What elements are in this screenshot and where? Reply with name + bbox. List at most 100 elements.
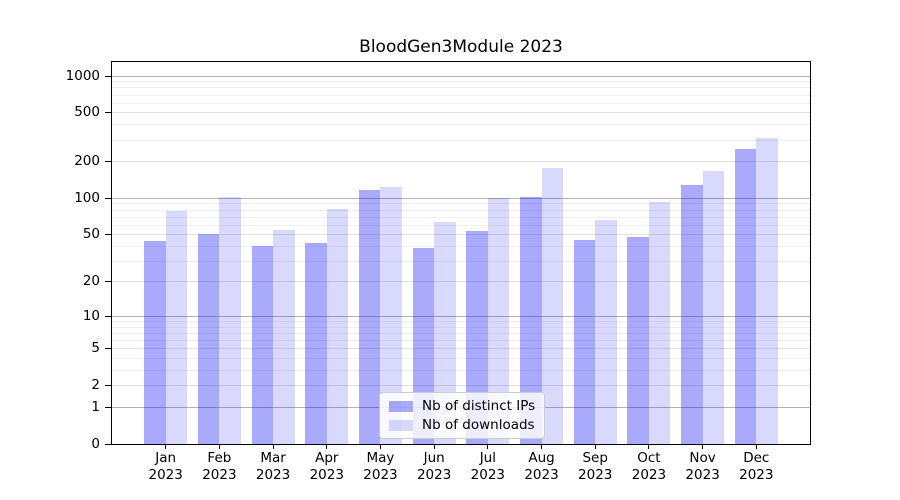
minor-gridline-60 <box>112 224 810 226</box>
minor-gridline-400 <box>112 124 810 126</box>
x-tick-label-nov: Nov 2023 <box>672 450 734 484</box>
bar-nb-of-downloads-dec <box>756 138 778 444</box>
bar-nb-of-distinct-ips-jul <box>466 230 488 444</box>
legend-label-distinct-ips: Nb of distinct IPs <box>422 398 536 414</box>
y-tick-mark-50 <box>105 234 111 236</box>
bar-nb-of-downloads-aug <box>541 168 564 444</box>
bar-nb-of-distinct-ips-apr <box>305 242 327 444</box>
x-tick-label-apr: Apr 2023 <box>296 450 358 484</box>
x-tick-month: Mar <box>260 450 286 466</box>
minor-gridline-4 <box>112 357 810 359</box>
legend-item-distinct-ips: Nb of distinct IPs <box>389 398 535 414</box>
y-tick-label-1000: 1000 <box>65 67 100 84</box>
x-tick-year: 2023 <box>416 467 452 483</box>
bar-nb-of-distinct-ips-feb <box>197 233 220 444</box>
y-tick-label-50: 50 <box>82 226 100 243</box>
gridline-100 <box>112 197 810 199</box>
y-tick-label-10: 10 <box>82 307 100 324</box>
y-tick-mark-5 <box>105 348 111 350</box>
x-tick-year: 2023 <box>363 467 398 483</box>
y-tick-mark-20 <box>105 281 111 283</box>
x-tick-month: Jan <box>155 450 177 466</box>
x-tick-label-feb: Feb 2023 <box>188 450 250 484</box>
x-tick-label-oct: Oct 2023 <box>618 450 680 484</box>
bar-nb-of-distinct-ips-nov <box>681 185 703 444</box>
y-tick-label-200: 200 <box>74 153 100 170</box>
x-tick-mark-apr <box>326 444 328 449</box>
bar-nb-of-downloads-jul <box>487 198 510 444</box>
bar-nb-of-distinct-ips-sep <box>573 240 596 444</box>
bar-nb-of-distinct-ips-aug <box>520 196 542 444</box>
y-tick-label-1: 1 <box>91 398 100 415</box>
x-tick-mark-oct <box>648 444 650 449</box>
gridline-10 <box>112 315 810 317</box>
bar-nb-of-distinct-ips-jan <box>144 241 166 444</box>
y-tick-mark-100 <box>105 197 111 199</box>
x-tick-year: 2023 <box>631 467 667 483</box>
bar-nb-of-downloads-feb <box>219 197 241 444</box>
y-tick-label-100: 100 <box>74 189 100 206</box>
y-tick-mark-1 <box>105 406 111 408</box>
minor-gridline-80 <box>112 209 810 211</box>
minor-gridline-700 <box>112 94 810 96</box>
plot-area <box>111 61 811 445</box>
x-tick-label-jan: Jan 2023 <box>135 450 197 484</box>
bar-nb-of-distinct-ips-may <box>358 189 381 444</box>
x-tick-label-jun: Jun 2023 <box>403 450 465 484</box>
y-tick-mark-1000 <box>105 75 111 77</box>
bar-nb-of-distinct-ips-dec <box>734 149 757 444</box>
bar-nb-of-distinct-ips-mar <box>251 246 274 444</box>
x-tick-year: 2023 <box>309 467 344 483</box>
x-tick-label-dec: Dec 2023 <box>725 450 787 484</box>
y-tick-label-0: 0 <box>91 435 100 452</box>
x-tick-month: Jun <box>423 450 445 466</box>
x-tick-year: 2023 <box>470 467 506 483</box>
x-tick-mark-jun <box>433 444 435 449</box>
x-tick-month: Apr <box>315 450 339 466</box>
x-tick-label-aug: Aug 2023 <box>511 450 573 484</box>
minor-gridline-3 <box>112 369 810 371</box>
legend-swatch-distinct-ips <box>389 400 413 412</box>
minor-gridline-90 <box>112 203 810 205</box>
x-tick-year: 2023 <box>685 467 720 483</box>
legend-item-downloads: Nb of downloads <box>389 417 535 433</box>
minor-gridline-800 <box>112 87 810 89</box>
bar-nb-of-downloads-nov <box>702 171 725 444</box>
gridline-200 <box>112 161 810 163</box>
bar-nb-of-distinct-ips-oct <box>627 236 649 444</box>
minor-gridline-9 <box>112 320 810 322</box>
chart-title: BloodGen3Module 2023 <box>359 37 563 57</box>
minor-gridline-30 <box>112 260 810 262</box>
x-tick-month: Dec <box>743 450 770 466</box>
minor-gridline-70 <box>112 216 810 218</box>
bar-nb-of-downloads-may <box>380 187 402 444</box>
y-tick-label-5: 5 <box>91 340 100 357</box>
gridline-500 <box>112 112 810 114</box>
gridline-2 <box>112 385 810 386</box>
x-tick-label-may: May 2023 <box>349 450 411 484</box>
x-tick-year: 2023 <box>524 467 559 483</box>
y-tick-label-2: 2 <box>91 377 100 393</box>
bar-nb-of-downloads-jun <box>434 221 456 444</box>
minor-gridline-8 <box>112 326 810 328</box>
x-tick-mark-mar <box>272 444 274 449</box>
y-tick-mark-0 <box>105 443 111 445</box>
x-tick-label-jul: Jul 2023 <box>457 450 519 484</box>
y-tick-label-500: 500 <box>74 104 100 121</box>
x-tick-mark-jan <box>165 444 167 449</box>
minor-gridline-40 <box>112 245 810 247</box>
x-tick-mark-sep <box>594 444 596 449</box>
x-tick-month: Oct <box>637 450 661 466</box>
x-tick-month: Jul <box>479 450 496 466</box>
bar-nb-of-downloads-sep <box>595 220 617 444</box>
legend-swatch-downloads <box>389 419 413 431</box>
gridline-5 <box>112 348 810 350</box>
y-tick-mark-200 <box>105 161 111 163</box>
minor-gridline-7 <box>112 332 810 334</box>
bar-nb-of-downloads-oct <box>648 202 671 444</box>
x-tick-month: Nov <box>689 450 716 466</box>
y-tick-mark-10 <box>105 315 111 317</box>
gridline-1000 <box>112 75 810 77</box>
y-tick-mark-2 <box>105 385 111 386</box>
x-tick-month: Sep <box>582 450 608 466</box>
